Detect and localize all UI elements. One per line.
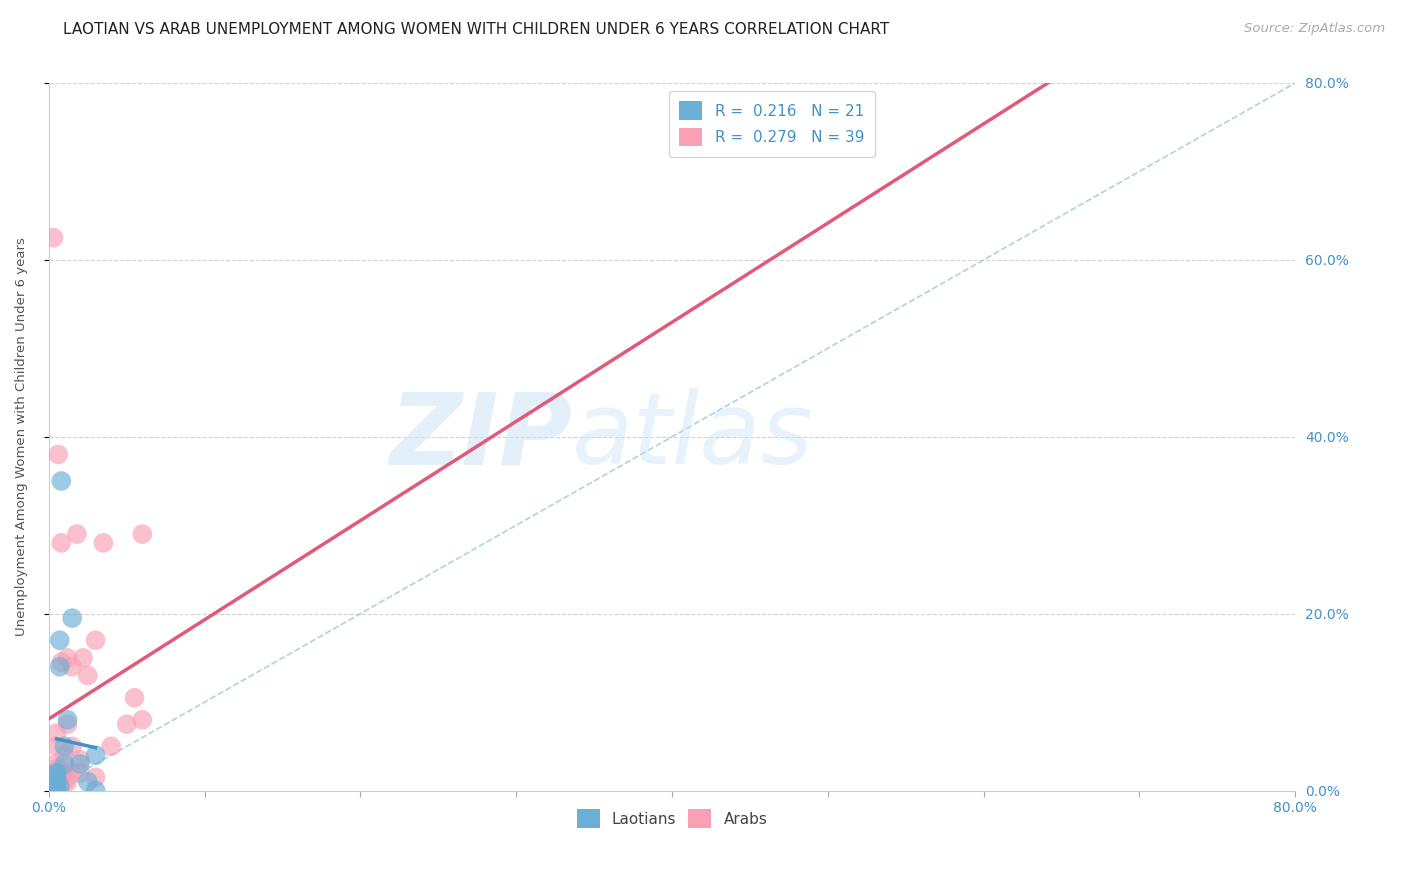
Point [45, 770, 67, 784]
Point [45, 783, 67, 797]
Legend: Laotians, Arabs: Laotians, Arabs [571, 803, 773, 834]
Point [76, 774, 98, 789]
Point [45, 726, 67, 740]
Point [51, 765, 73, 780]
Point [53, 739, 76, 754]
Text: ZIP: ZIP [389, 388, 572, 485]
Point [60, 611, 83, 625]
Point [100, 739, 122, 754]
Point [45, 762, 67, 776]
Point [45, 774, 67, 789]
Point [60, 765, 83, 780]
Point [124, 690, 146, 705]
Point [48, 659, 70, 673]
Point [84, 770, 107, 784]
Point [56, 717, 79, 731]
Point [48, 633, 70, 648]
Point [51, 536, 73, 550]
Point [45, 739, 67, 754]
Point [69, 765, 91, 780]
Point [44, 774, 66, 789]
Y-axis label: Unemployment Among Women with Children Under 6 years: Unemployment Among Women with Children U… [15, 237, 28, 636]
Point [84, 783, 107, 797]
Point [45, 774, 67, 789]
Point [42, 774, 65, 789]
Point [66, 527, 89, 541]
Point [48, 779, 70, 793]
Point [72, 651, 94, 665]
Point [51, 656, 73, 670]
Point [131, 527, 153, 541]
Point [60, 739, 83, 754]
Point [69, 757, 91, 772]
Point [56, 713, 79, 727]
Point [131, 713, 153, 727]
Point [84, 633, 107, 648]
Point [42, 770, 65, 784]
Point [53, 757, 76, 772]
Point [45, 783, 67, 797]
Point [42, 779, 65, 793]
Point [53, 748, 76, 763]
Point [60, 659, 83, 673]
Text: Source: ZipAtlas.com: Source: ZipAtlas.com [1244, 22, 1385, 36]
Point [45, 765, 67, 780]
Point [76, 668, 98, 682]
Point [45, 783, 67, 797]
Point [45, 779, 67, 793]
Point [44, 783, 66, 797]
Point [51, 474, 73, 488]
Point [115, 717, 138, 731]
Point [93, 536, 115, 550]
Point [84, 748, 107, 763]
Point [56, 774, 79, 789]
Point [46, 447, 69, 461]
Point [44, 757, 66, 772]
Point [45, 765, 67, 780]
Point [53, 774, 76, 789]
Text: atlas: atlas [572, 388, 814, 485]
Text: LAOTIAN VS ARAB UNEMPLOYMENT AMONG WOMEN WITH CHILDREN UNDER 6 YEARS CORRELATION: LAOTIAN VS ARAB UNEMPLOYMENT AMONG WOMEN… [63, 22, 890, 37]
Point [44, 765, 66, 780]
Point [48, 770, 70, 784]
Point [42, 783, 65, 797]
Point [42, 231, 65, 245]
Point [53, 765, 76, 780]
Point [69, 753, 91, 767]
Point [56, 651, 79, 665]
